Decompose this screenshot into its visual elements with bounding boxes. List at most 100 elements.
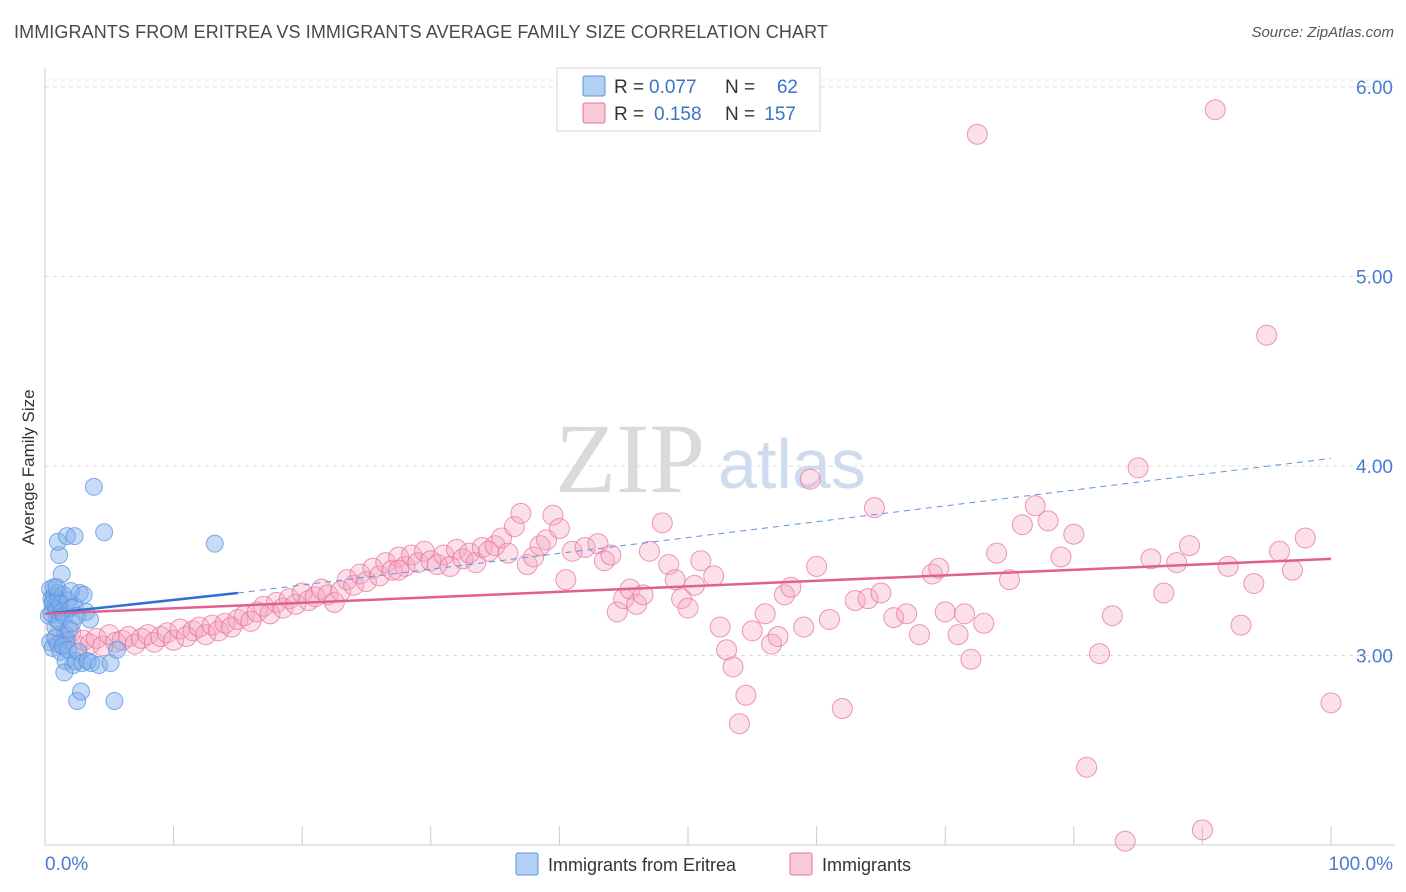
point-eritrea [72,682,91,701]
point-eritrea [47,578,66,597]
point-immigrants [1114,830,1136,852]
point-immigrants [767,626,789,648]
point-immigrants [1179,535,1201,557]
legend-bottom: Immigrants from Eritrea Immigrants [515,852,911,876]
point-immigrants [1294,527,1316,549]
legend-n-label-eritrea: N = [725,77,755,98]
point-immigrants [799,468,821,490]
point-eritrea [108,640,127,659]
point-immigrants [92,635,114,657]
point-immigrants [999,569,1020,591]
legend-r-label-immigrants: R = [614,104,644,125]
point-immigrants [896,603,918,625]
legend-r-label-eritrea: R = [614,77,644,98]
point-immigrants [1127,457,1149,479]
trend-eritrea [44,591,239,616]
point-immigrants [1011,514,1033,536]
point-immigrants [947,624,969,646]
x-tick-label-min: 0.0% [45,854,88,875]
trend-lines [44,457,1332,616]
point-immigrants [1269,540,1291,562]
x-tick-label-max: 100.0% [1329,854,1394,875]
point-immigrants [632,584,654,606]
point-immigrants [664,569,686,591]
point-immigrants [503,516,525,538]
point-eritrea [50,546,69,565]
point-eritrea [61,582,80,601]
legend-r-value-immigrants: 0.158 [654,104,702,125]
data-points [39,99,1342,852]
trend-eritrea-extension [237,457,1332,594]
point-immigrants [728,713,750,735]
point-immigrants [638,540,660,562]
point-immigrants [574,536,596,558]
point-immigrants [1153,582,1175,604]
point-immigrants [960,648,982,670]
point-immigrants [651,512,673,534]
watermark-atlas: atlas [718,425,866,503]
point-immigrants [741,620,763,642]
y-tick-labels: 3.00 4.00 5.00 6.00 [1356,78,1393,668]
point-immigrants [497,542,519,564]
point-immigrants [806,555,828,577]
legend-n-value-eritrea: 62 [777,77,798,98]
point-immigrants [883,607,905,629]
point-immigrants [1191,819,1213,841]
point-eritrea [55,663,74,682]
point-immigrants [529,535,551,557]
axes [44,68,1395,846]
point-immigrants [388,559,410,581]
point-immigrants [1243,572,1265,594]
point-immigrants [966,123,988,145]
point-eritrea [65,527,84,546]
point-immigrants [368,565,390,587]
point-immigrants [870,582,892,604]
point-immigrants [709,616,731,638]
point-immigrants [1217,555,1239,577]
legend-n-value-immigrants: 157 [764,104,796,125]
point-eritrea [205,534,224,553]
point-immigrants [1076,756,1098,778]
y-tick-label: 3.00 [1356,646,1393,667]
bottom-legend-swatch-eritrea [515,852,539,876]
point-eritrea [81,610,100,629]
point-immigrants [555,569,577,591]
point-immigrants [1320,692,1342,714]
point-eritrea [57,527,76,546]
x-tick-labels: 0.0% 100.0% [45,854,1393,875]
watermark-zip: ZIP [555,403,705,514]
point-immigrants [1204,99,1226,121]
point-eritrea [90,655,109,674]
point-immigrants [214,612,236,634]
point-immigrants [735,684,757,706]
source-label: Source: ZipAtlas.com [1251,24,1394,41]
point-immigrants [381,559,403,581]
point-immigrants [150,626,172,648]
point-immigrants [1024,495,1046,517]
point-immigrants [600,544,622,566]
point-immigrants [722,656,744,678]
legend-swatch-immigrants [582,102,606,124]
point-immigrants [510,502,532,524]
y-tick-label: 6.00 [1356,78,1393,99]
point-immigrants [908,624,930,646]
point-immigrants [1101,605,1123,627]
point-immigrants [1089,643,1111,665]
point-immigrants [690,550,712,572]
legend-n-label-immigrants: N = [725,104,755,125]
point-immigrants [478,540,500,562]
point-immigrants [1281,559,1303,581]
legend-swatch-eritrea [582,75,606,97]
point-immigrants [793,616,815,638]
point-immigrants [818,608,840,630]
point-immigrants [606,601,628,623]
point-immigrants [928,557,950,579]
chart-title: IMMIGRANTS FROM ERITREA VS IMMIGRANTS AV… [14,22,828,42]
point-immigrants [310,578,332,600]
point-immigrants [1230,614,1252,636]
point-immigrants [780,576,802,598]
trend-immigrants [44,557,1332,616]
point-immigrants [1256,324,1278,346]
point-eritrea [105,691,124,710]
